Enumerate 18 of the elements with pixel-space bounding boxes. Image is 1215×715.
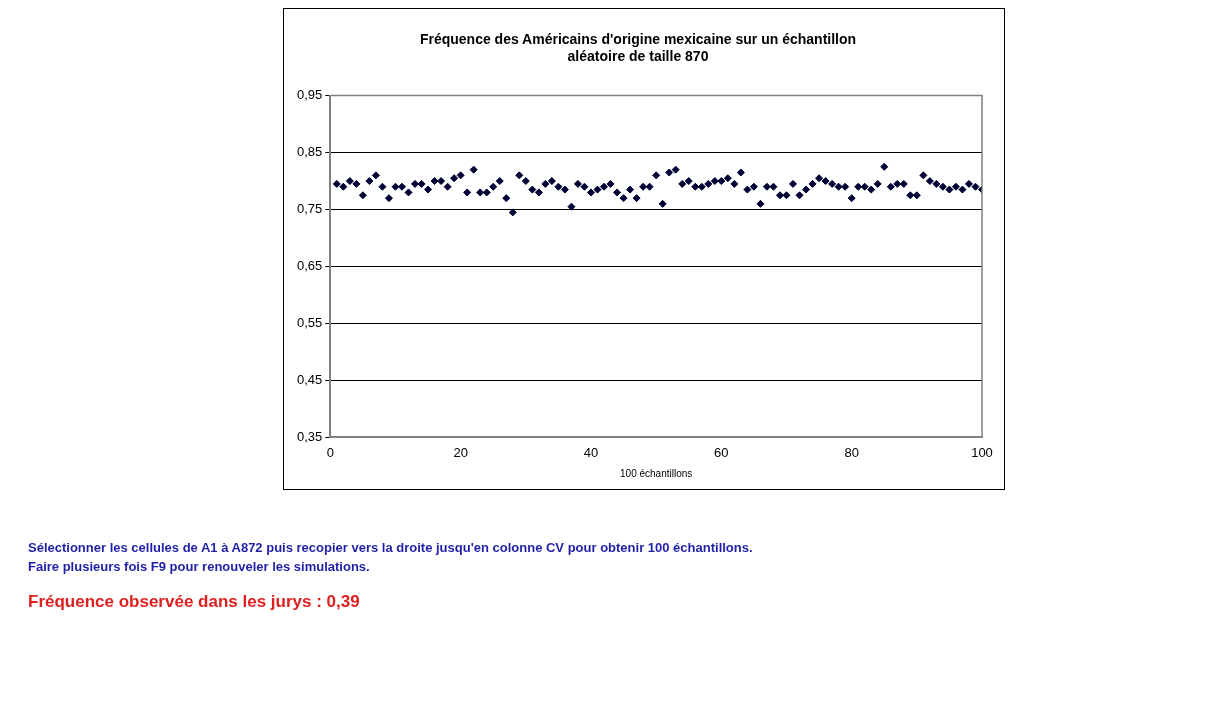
y-tick-label: 0,45 bbox=[296, 372, 323, 388]
y-tick-label: 0,95 bbox=[296, 87, 323, 103]
chart-title: Fréquence des Américains d'origine mexicaine sur un échantillon aléatoire de taille 870 bbox=[419, 31, 857, 65]
x-axis-title: 100 échantillons bbox=[620, 467, 693, 479]
x-tick-label: 80 bbox=[844, 444, 859, 460]
text: Sélectionner les cellules de A1 à A872 puis recopier vers la droite jusqu'en colonne CV pour obtenir 100 échantillons. bbox=[28, 540, 754, 555]
y-tick-label: 0,35 bbox=[296, 428, 323, 444]
x-tick-label: 60 bbox=[714, 444, 729, 460]
y-tick-label: 0,65 bbox=[296, 258, 323, 274]
text: Fréquence observée dans les jurys : 0,39 bbox=[28, 592, 361, 612]
y-tick-label: 0,85 bbox=[296, 144, 323, 160]
y-tick-label: 0,75 bbox=[296, 201, 323, 217]
x-tick-label: 20 bbox=[453, 444, 468, 460]
x-tick-label: 100 bbox=[971, 444, 993, 460]
y-tick-label: 0,55 bbox=[296, 315, 323, 331]
x-tick-label: 0 bbox=[326, 444, 334, 460]
text: Faire plusieurs fois F9 pour renouveler les simulations. bbox=[28, 559, 371, 574]
x-tick-label: 40 bbox=[583, 444, 599, 460]
